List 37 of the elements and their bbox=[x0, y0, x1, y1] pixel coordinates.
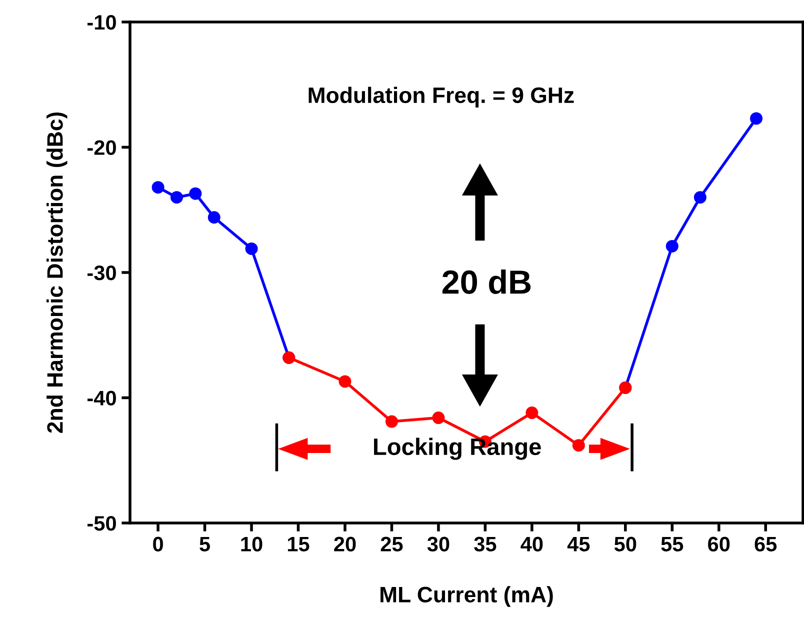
x-tick-label: 25 bbox=[380, 536, 403, 552]
x-tick-label: 40 bbox=[520, 536, 543, 552]
point bbox=[526, 406, 538, 420]
y-tick-label: -40 bbox=[88, 390, 116, 406]
point bbox=[385, 415, 398, 428]
y-axis-title: 2nd Harmonic Distortion (dBc) bbox=[46, 112, 68, 433]
y-tick-label: -30 bbox=[88, 266, 116, 280]
y-tick-label: -10 bbox=[88, 15, 116, 30]
point bbox=[338, 375, 352, 388]
x-tick-label: 10 bbox=[241, 536, 262, 552]
point bbox=[152, 181, 164, 194]
point bbox=[666, 240, 678, 252]
x-tick-label: 60 bbox=[708, 536, 730, 552]
x-tick-label: 55 bbox=[661, 536, 684, 552]
x-tick-label: 50 bbox=[614, 536, 636, 552]
point bbox=[572, 439, 585, 452]
x-tick-label: 65 bbox=[754, 536, 777, 552]
annotation: Locking Range bbox=[374, 438, 541, 460]
point bbox=[189, 187, 202, 200]
point bbox=[208, 211, 220, 224]
x-tick-label: 0 bbox=[153, 536, 163, 552]
annotation: 20 dB bbox=[442, 269, 531, 294]
point bbox=[245, 242, 258, 255]
point bbox=[694, 191, 706, 204]
y-tick-label: -20 bbox=[88, 140, 116, 156]
point bbox=[432, 412, 445, 424]
point bbox=[170, 191, 183, 204]
x-axis-title: ML Current (mA) bbox=[380, 586, 553, 607]
x-tick-label: 45 bbox=[567, 536, 590, 552]
point bbox=[750, 112, 763, 125]
y-tick-label: -50 bbox=[88, 516, 116, 531]
annotation: Modulation Freq. = 9 GHz bbox=[308, 86, 574, 108]
x-tick-label: 20 bbox=[334, 536, 356, 552]
x-tick-label: 30 bbox=[427, 536, 450, 552]
x-tick-label: 15 bbox=[288, 536, 310, 552]
x-tick-label: 35 bbox=[474, 536, 496, 552]
x-tick-label: 5 bbox=[200, 536, 210, 552]
